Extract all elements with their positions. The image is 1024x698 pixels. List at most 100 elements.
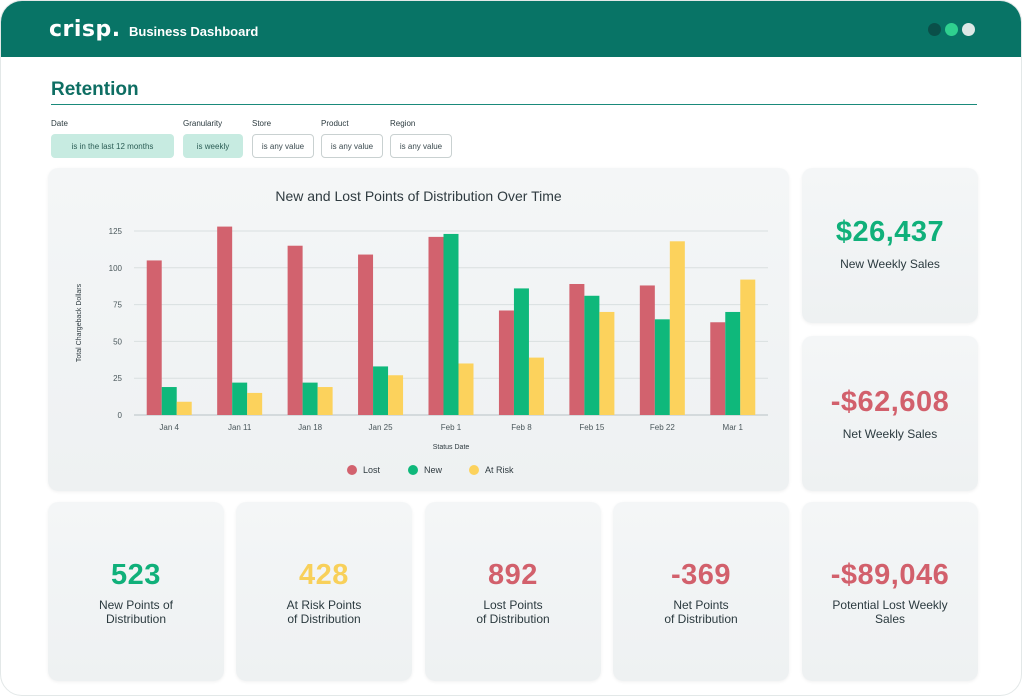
bar-at-risk <box>528 357 544 415</box>
kpi-value: -369 <box>670 559 732 591</box>
app-title: Business Dashboard <box>129 24 259 39</box>
y-tick-label: 0 <box>118 411 123 420</box>
x-tick-label: Jan 11 <box>228 423 252 432</box>
kpi-value: 523 <box>111 559 161 591</box>
legend-label: New <box>424 465 443 475</box>
x-axis-label: Status Date <box>433 444 470 451</box>
bar-lost <box>639 285 655 415</box>
kpi-label-line-2: of Distribution <box>476 612 550 626</box>
y-tick-label: 100 <box>109 264 123 273</box>
chart-svg: 0 25 50 75 100 125 Total Chargeback Dollars Jan… <box>76 226 768 475</box>
bar-new <box>373 366 389 415</box>
kpi-label-line-2: of Distribution <box>287 612 361 626</box>
bar-lost <box>217 226 233 415</box>
x-tick-label: Feb 1 <box>441 423 462 432</box>
legend-swatch-lost <box>347 465 357 475</box>
y-tick-label: 25 <box>113 374 122 383</box>
filter-product: Product is any value <box>321 119 383 158</box>
bar-lost <box>358 254 374 415</box>
x-tick-label: Jan 25 <box>369 423 394 432</box>
filter-region-value[interactable]: is any value <box>390 134 452 158</box>
bar-at-risk <box>599 311 615 415</box>
bar-new <box>513 288 529 415</box>
bar-new <box>443 233 459 415</box>
filter-granularity-label: Granularity <box>183 119 223 128</box>
kpi-value: 892 <box>488 559 538 591</box>
y-tick-label: 125 <box>109 227 123 236</box>
kpi-card-at-risk-points: 428 At Risk Points of Distribution <box>236 502 412 681</box>
kpi-label-line-1: Net Points <box>673 598 729 612</box>
bar-at-risk <box>176 401 192 415</box>
filter-granularity-value[interactable]: is weekly <box>183 134 243 158</box>
filter-granularity: Granularity is weekly <box>183 119 243 158</box>
bar-lost <box>146 260 162 415</box>
x-tick-label: Jan 18 <box>298 423 323 432</box>
bar-at-risk <box>669 241 685 415</box>
window-dot-dark[interactable] <box>928 23 941 36</box>
bar-new <box>232 382 248 415</box>
filter-product-label: Product <box>321 119 349 128</box>
window-dot-light[interactable] <box>962 23 975 36</box>
filter-region: Region is any value <box>390 119 452 158</box>
filter-date-label: Date <box>51 119 68 128</box>
kpi-label: New Weekly Sales <box>840 257 940 271</box>
kpi-label: Net Weekly Sales <box>842 427 938 441</box>
crisp-logo[interactable]: crisp. <box>49 17 121 42</box>
kpi-label-line-2: of Distribution <box>664 612 738 626</box>
kpi-card-potential-lost-sales: -$89,046 Potential Lost Weekly Sales <box>802 502 978 681</box>
section-divider <box>51 104 977 105</box>
chart-card: New and Lost Points of Distribution Over… <box>48 168 789 491</box>
filter-product-value[interactable]: is any value <box>321 134 383 158</box>
bar-at-risk <box>317 387 333 415</box>
legend-swatch-new <box>408 465 418 475</box>
y-tick-label: 50 <box>113 337 122 346</box>
filter-store-label: Store <box>252 119 272 128</box>
bar-at-risk <box>740 279 756 415</box>
filter-store: Store is any value <box>252 119 314 158</box>
kpi-value: 428 <box>299 559 349 591</box>
bar-lost <box>498 310 514 415</box>
filter-store-value[interactable]: is any value <box>252 134 314 158</box>
bar-new <box>161 387 177 415</box>
bar-at-risk <box>247 392 263 415</box>
bar-new <box>725 311 741 415</box>
kpi-card-new-points: 523 New Points of Distribution <box>48 502 224 681</box>
legend-label: Lost <box>363 465 381 475</box>
kpi-label-line-1: New Points of <box>98 598 174 612</box>
kpi-value: $26,437 <box>835 216 945 248</box>
top-bar: crisp. Business Dashboard <box>1 1 1021 57</box>
legend-swatch-at-risk <box>469 465 479 475</box>
filter-date: Date is in the last 12 months <box>51 119 174 158</box>
bar-lost <box>569 283 585 415</box>
x-tick-label: Jan 4 <box>159 423 179 432</box>
bar-lost <box>710 322 726 415</box>
bar-new <box>302 382 318 415</box>
x-tick-label: Feb 8 <box>511 423 532 432</box>
bar-lost <box>287 245 303 415</box>
kpi-label-line-1: At Risk Points <box>286 598 362 612</box>
kpi-card-net-weekly-sales: -$62,608 Net Weekly Sales <box>802 336 978 491</box>
kpi-value: -$89,046 <box>830 559 950 591</box>
kpi-value: -$62,608 <box>830 386 950 418</box>
bar-new <box>654 319 670 415</box>
x-tick-label: Mar 1 <box>723 423 744 432</box>
section-title: Retention <box>51 79 139 100</box>
kpi-card-lost-points: 892 Lost Points of Distribution <box>425 502 601 681</box>
window-dots <box>928 23 975 36</box>
x-tick-label: Feb 22 <box>650 423 675 432</box>
filter-date-value[interactable]: is in the last 12 months <box>51 134 174 158</box>
kpi-label-line-1: Potential Lost Weekly <box>832 598 948 612</box>
x-tick-label: Feb 15 <box>579 423 604 432</box>
bar-at-risk <box>388 375 404 415</box>
y-axis-label: Total Chargeback Dollars <box>76 283 83 362</box>
kpi-label-line-2: Distribution <box>105 612 167 626</box>
bar-lost <box>428 236 444 415</box>
kpi-card-net-points: -369 Net Points of Distribution <box>613 502 789 681</box>
bar-new <box>584 295 600 415</box>
window-dot-green[interactable] <box>945 23 958 36</box>
kpi-card-new-weekly-sales: $26,437 New Weekly Sales <box>802 168 978 323</box>
bar-at-risk <box>458 363 474 415</box>
filter-region-label: Region <box>390 119 416 128</box>
legend-label: At Risk <box>485 465 514 475</box>
